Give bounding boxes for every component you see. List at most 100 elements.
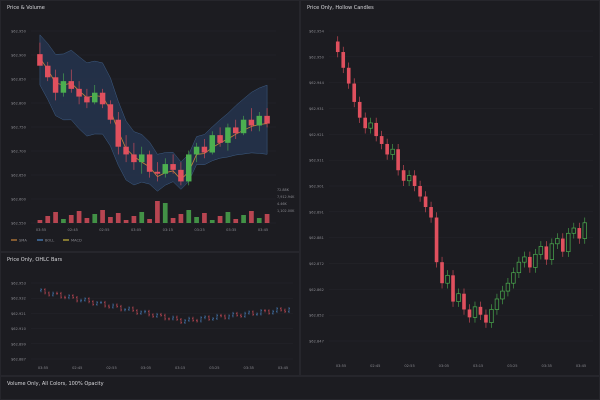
candle-body: [346, 67, 351, 84]
candle-body: [154, 171, 161, 174]
volume-axis-label: 72.88K: [277, 188, 290, 192]
volume-bar: [178, 214, 184, 223]
y-tick-label: $62.931: [309, 107, 324, 111]
y-tick-label: $62.921: [11, 312, 26, 316]
x-tick-label: 03:35: [542, 364, 552, 368]
volume-bar: [186, 210, 192, 223]
candle-body: [341, 52, 346, 68]
candle-body: [233, 127, 239, 134]
candle-body-hollow: [472, 306, 478, 318]
candle-body-hollow: [456, 293, 461, 302]
candle-body: [385, 143, 389, 155]
volume-bar: [225, 212, 231, 223]
volume-bar: [241, 215, 246, 223]
y-tick-label: $62.953: [11, 282, 26, 286]
x-tick-label: 03:15: [175, 366, 185, 370]
volume-bar: [53, 212, 58, 223]
candle-body: [467, 309, 472, 318]
x-tick-label: 03:05: [131, 228, 141, 232]
candle-body: [162, 164, 168, 174]
candle-body-hollow: [533, 253, 538, 268]
candle-body: [115, 119, 121, 147]
candle-body-hollow: [489, 309, 494, 323]
volume-axis-label: 7,912.94K: [277, 195, 295, 199]
candle-body: [186, 154, 192, 182]
candle-body: [201, 146, 208, 153]
y-tick-label: $62.872: [309, 262, 324, 266]
y-tick-label: $62.911: [309, 159, 324, 163]
x-tick-label: 03:55: [336, 364, 346, 368]
y-tick-label: $62.887: [11, 358, 26, 362]
price-volume-chart[interactable]: $62.950 $62.900 $62.850 $62.800 $62.750 $62.7…: [1, 1, 299, 251]
volume-bar: [108, 217, 113, 223]
volume-bar: [84, 218, 90, 223]
volume-axis-label: 4.46K: [277, 202, 288, 206]
candle-body: [363, 117, 368, 129]
y-tick-label: $62.932: [11, 297, 26, 301]
x-tick-label: 03:05: [439, 364, 449, 368]
panel-ohlc: Price Only, OHLC Bars $62.953 $62.932 $62.…: [0, 252, 300, 376]
legend-label: MACD: [71, 239, 82, 243]
y-tick-label: $62.944: [309, 81, 325, 85]
candle-body: [434, 217, 439, 263]
candle-body: [357, 101, 362, 118]
candle-body: [225, 127, 231, 143]
x-tick-label: 03:45: [258, 228, 268, 232]
volume-bar: [68, 215, 74, 223]
candle-body: [484, 314, 488, 323]
candle-body-hollow: [549, 243, 554, 260]
candle-body: [379, 136, 384, 144]
candle-body: [217, 135, 223, 143]
candle-body: [577, 228, 582, 239]
hollow-candles-chart[interactable]: $62.954 $62.950 $62.944 $62.931 $62.921 $62.9…: [301, 1, 599, 375]
candle-body: [560, 238, 565, 252]
legend-label: SMA: [19, 239, 27, 243]
panel-volume: Volume Only, All Colors, 100% Opacity: [0, 376, 600, 400]
volume-bar: [139, 212, 145, 223]
bollinger-band: [39, 34, 268, 192]
y-tick-label: $62.901: [309, 185, 324, 189]
x-tick-label: 02:55: [99, 228, 109, 232]
x-tick-label: 03:35: [244, 366, 254, 370]
x-tick-label: 03:55: [36, 228, 46, 232]
candle-body: [544, 246, 549, 260]
candle-body: [401, 170, 406, 181]
candle-body-hollow: [566, 232, 571, 253]
ohlc-chart[interactable]: $62.953 $62.932 $62.921 $62.910 $62.899 $62.8…: [1, 253, 299, 375]
candle-body-hollow: [500, 290, 505, 300]
x-tick-label: 02:45: [370, 364, 380, 368]
panel-title: Price Only, Hollow Candles: [307, 5, 374, 11]
panel-title: Volume Only, All Colors, 100% Opacity: [7, 381, 104, 387]
x-tick-label: 03:15: [163, 228, 173, 232]
volume-bar: [170, 218, 176, 223]
y-tick-label: $62.852: [309, 314, 324, 318]
candle-body: [418, 186, 422, 197]
panel-title: Price Only, OHLC Bars: [7, 257, 63, 263]
candle-body: [440, 262, 444, 284]
volume-bar: [131, 216, 137, 223]
candle-body: [178, 169, 184, 182]
candle-body: [52, 77, 59, 93]
candle-body: [37, 54, 43, 66]
panel-price-volume: Price & Volume $62.950 $62.900 $62.850 $62.…: [0, 0, 300, 252]
candle-body: [429, 207, 433, 218]
candle-body: [528, 256, 532, 268]
candle-body: [240, 119, 247, 134]
candle-body: [209, 135, 215, 153]
candle-body-hollow: [390, 148, 395, 155]
panel-title: Price & Volume: [7, 5, 45, 11]
candle-body-hollow: [368, 122, 373, 129]
candle-body-hollow: [582, 222, 587, 239]
y-tick-label: $62.921: [309, 133, 324, 137]
volume-bar: [194, 217, 199, 223]
y-tick-label: $62.899: [11, 342, 27, 346]
volume-bar: [264, 214, 270, 223]
candle-body: [256, 115, 262, 126]
candle-body-hollow: [494, 298, 500, 310]
y-tick-label: $62.847: [309, 340, 324, 344]
candle-body: [131, 154, 137, 163]
volume-bar: [249, 211, 254, 223]
candle-body: [423, 196, 428, 208]
y-tick-label: $62.850: [11, 78, 27, 82]
candle-body: [107, 104, 114, 120]
